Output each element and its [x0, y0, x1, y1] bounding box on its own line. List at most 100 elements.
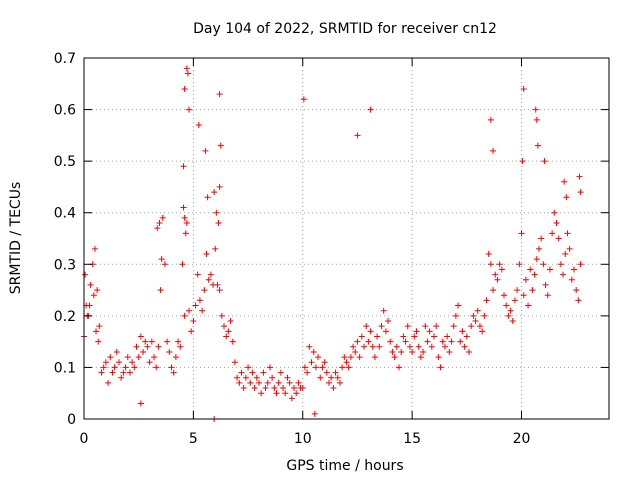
data-point: [168, 364, 175, 371]
data-point: [356, 354, 363, 361]
data-point: [400, 333, 407, 340]
data-point: [490, 147, 497, 154]
data-point: [557, 261, 564, 268]
data-point: [380, 307, 387, 314]
data-point: [571, 266, 577, 273]
data-point: [367, 106, 374, 113]
data-point: [129, 359, 136, 366]
data-point: [311, 410, 318, 417]
data-point: [576, 173, 583, 180]
data-point: [555, 235, 562, 242]
data-point: [100, 364, 107, 371]
data-point: [371, 354, 378, 361]
data-point: [183, 65, 190, 72]
data-point: [396, 364, 402, 371]
data-point: [369, 343, 376, 350]
data-point: [102, 359, 109, 366]
x-tick-label: 5: [189, 431, 198, 447]
data-point: [144, 343, 151, 350]
data-point: [575, 297, 582, 304]
data-point: [107, 354, 114, 361]
data-point: [181, 85, 188, 92]
data-point: [223, 333, 230, 340]
data-point: [433, 323, 440, 330]
data-point: [444, 333, 451, 340]
data-point: [424, 338, 431, 345]
data-point: [332, 369, 339, 376]
data-point: [86, 302, 93, 309]
data-point: [240, 385, 247, 392]
data-point: [131, 364, 138, 371]
data-point: [122, 364, 129, 371]
data-point: [420, 348, 427, 355]
data-point: [553, 220, 560, 227]
data-point: [522, 276, 529, 283]
data-point: [354, 338, 361, 345]
data-point: [490, 287, 497, 294]
data-point: [175, 338, 182, 345]
data-point: [282, 390, 289, 397]
data-point: [520, 85, 527, 92]
data-point: [126, 369, 133, 376]
data-point: [411, 333, 418, 340]
data-point: [262, 385, 269, 392]
data-point: [172, 354, 179, 361]
data-point: [113, 348, 120, 355]
data-point: [466, 348, 472, 355]
data-point: [487, 116, 494, 123]
data-point: [181, 312, 188, 319]
data-point: [494, 276, 501, 283]
data-point: [229, 338, 236, 345]
data-point: [391, 354, 398, 361]
data-point: [354, 132, 361, 139]
data-point: [437, 364, 444, 371]
data-point: [211, 189, 218, 196]
data-point: [507, 307, 514, 314]
grid-lines: [84, 58, 609, 419]
data-point: [398, 348, 405, 355]
data-point: [343, 359, 350, 366]
data-point: [323, 369, 330, 376]
x-tick-label: 15: [403, 431, 421, 447]
data-point: [328, 374, 335, 381]
data-point: [404, 323, 411, 330]
data-point: [336, 379, 343, 386]
data-point: [479, 328, 486, 335]
data-point: [266, 364, 273, 371]
data-point: [140, 348, 147, 355]
data-point: [275, 379, 282, 386]
x-tick-label: 10: [294, 431, 312, 447]
data-point: [186, 106, 192, 113]
data-point: [218, 312, 225, 319]
data-point: [216, 287, 223, 294]
data-point: [485, 250, 492, 257]
data-point: [532, 106, 539, 113]
data-point: [186, 307, 192, 314]
data-point: [341, 354, 348, 361]
data-point: [124, 354, 131, 361]
data-point: [312, 364, 319, 371]
data-point: [481, 312, 488, 319]
data-point: [376, 343, 383, 350]
data-point: [148, 338, 155, 345]
data-point: [258, 390, 265, 397]
data-point: [541, 158, 548, 165]
data-point: [116, 359, 122, 366]
data-point: [536, 245, 542, 252]
data-point: [339, 364, 346, 371]
data-point: [277, 369, 284, 376]
data-point: [527, 266, 534, 273]
data-point: [301, 364, 308, 371]
data-point: [387, 338, 394, 345]
data-point: [533, 116, 540, 123]
data-point: [498, 266, 505, 273]
x-tick-label: 20: [513, 431, 531, 447]
data-point: [205, 276, 212, 283]
data-point: [533, 256, 540, 263]
data-point: [470, 312, 477, 319]
data-point: [245, 364, 252, 371]
data-point: [93, 328, 100, 335]
y-tick-label: 0: [67, 412, 76, 428]
